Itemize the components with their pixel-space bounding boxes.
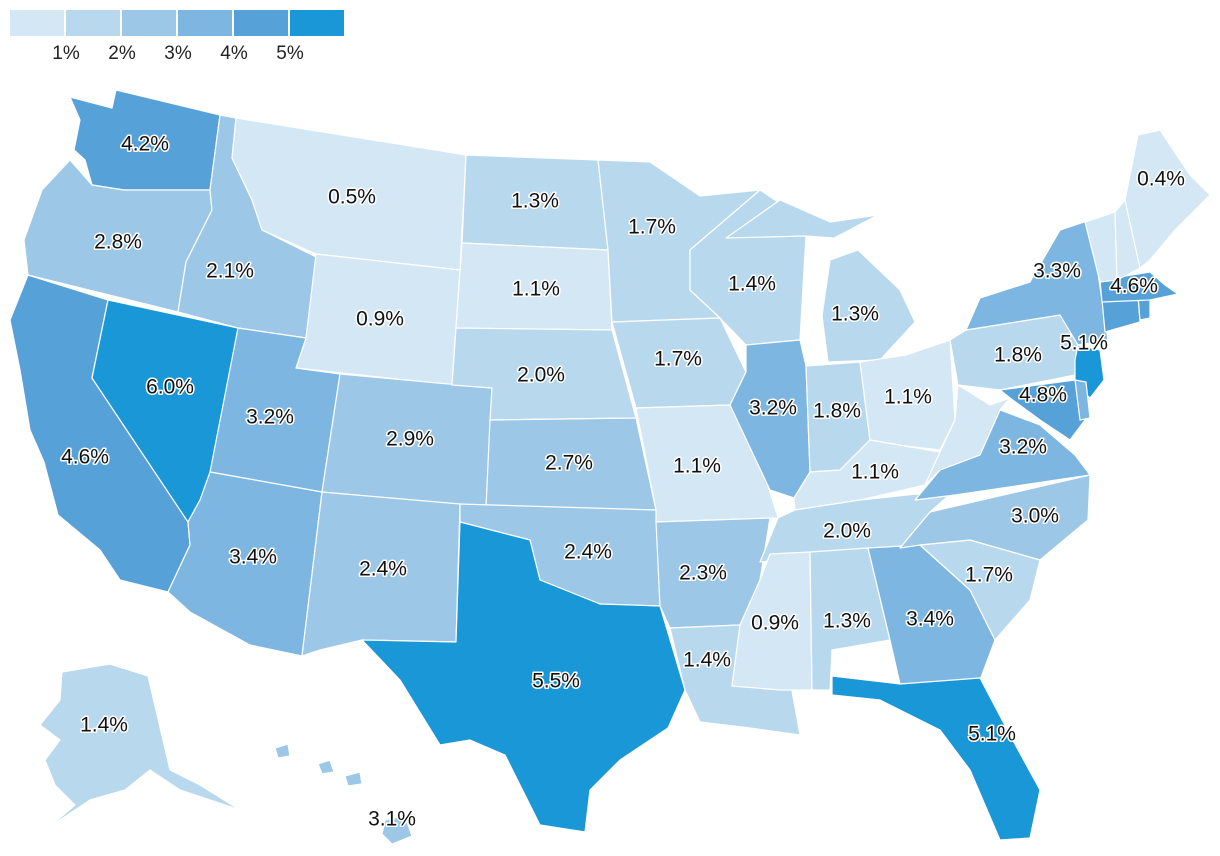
- state-TX: [361, 521, 686, 833]
- states-layer: [9, 89, 1211, 845]
- legend-bin-4: [234, 10, 288, 36]
- label-MD: 4.8%: [1019, 384, 1067, 407]
- label-PA: 1.8%: [994, 344, 1042, 367]
- label-OK: 2.4%: [564, 541, 612, 564]
- label-IA: 1.7%: [654, 348, 702, 371]
- label-MT: 0.5%: [328, 186, 376, 209]
- label-ND: 1.3%: [511, 190, 559, 213]
- label-AL: 1.3%: [823, 610, 871, 633]
- label-ME: 0.4%: [1137, 168, 1185, 191]
- legend: 1% 2% 3% 4% 5%: [10, 10, 344, 64]
- label-SD: 1.1%: [512, 278, 560, 301]
- label-NV: 6.0%: [146, 376, 194, 399]
- state-AK: [39, 663, 241, 836]
- label-UT: 3.2%: [246, 406, 294, 429]
- state-MI: [725, 199, 916, 363]
- state-ME: [1124, 129, 1211, 269]
- state-NC: [899, 474, 1091, 561]
- label-OH: 1.1%: [884, 386, 932, 409]
- state-WV: [924, 384, 1011, 486]
- label-NY: 3.3%: [1033, 260, 1081, 283]
- label-NJ: 5.1%: [1060, 332, 1108, 355]
- label-VA: 3.2%: [999, 436, 1047, 459]
- label-MS: 0.9%: [751, 612, 799, 635]
- label-NE: 2.0%: [517, 364, 565, 387]
- legend-tick-2: 2%: [108, 43, 136, 64]
- label-AZ: 3.4%: [229, 546, 277, 569]
- legend-bin-3: [178, 10, 232, 36]
- label-OR: 2.8%: [94, 231, 142, 254]
- label-HI: 3.1%: [368, 808, 416, 831]
- label-KS: 2.7%: [545, 452, 593, 475]
- label-AR: 2.3%: [679, 562, 727, 585]
- label-SC: 1.7%: [965, 564, 1013, 587]
- label-KY: 1.1%: [851, 461, 899, 484]
- label-LA: 1.4%: [683, 649, 731, 672]
- label-TN: 2.0%: [823, 520, 871, 543]
- legend-tick-4: 4%: [220, 43, 248, 64]
- legend-bin-2: [122, 10, 176, 36]
- label-AK: 1.4%: [80, 714, 128, 737]
- label-MO: 1.1%: [673, 455, 721, 478]
- label-NM: 2.4%: [359, 558, 407, 581]
- labels-layer: 4.2% 2.8% 4.6% 6.0% 2.1% 0.5% 0.9% 3.2% …: [60, 131, 1187, 832]
- state-DE: [1074, 379, 1091, 421]
- label-WY: 0.9%: [356, 308, 404, 331]
- label-TX: 5.5%: [532, 670, 580, 693]
- label-FL: 5.1%: [968, 723, 1016, 746]
- label-ID: 2.1%: [206, 260, 254, 283]
- legend-bin-1: [66, 10, 120, 36]
- label-MI: 1.3%: [831, 303, 879, 326]
- state-FL: [831, 675, 1041, 841]
- state-HI: [274, 743, 413, 845]
- label-MN: 1.7%: [628, 216, 676, 239]
- legend-bin-5: [290, 10, 344, 36]
- label-NC: 3.0%: [1011, 505, 1059, 528]
- label-IL: 3.2%: [749, 397, 797, 420]
- state-MA: [1099, 271, 1179, 303]
- legend-tick-3: 3%: [164, 43, 192, 64]
- label-WA: 4.2%: [121, 133, 169, 156]
- legend-tick-1: 1%: [52, 43, 80, 64]
- label-GA: 3.4%: [906, 608, 954, 631]
- label-MA: 4.6%: [1110, 275, 1158, 298]
- label-CA: 4.6%: [61, 446, 109, 469]
- label-IN: 1.8%: [813, 400, 861, 423]
- label-CO: 2.9%: [386, 428, 434, 451]
- label-WI: 1.4%: [728, 273, 776, 296]
- legend-bin-0: [10, 10, 64, 36]
- state-WY: [295, 253, 461, 386]
- legend-tick-5: 5%: [276, 43, 304, 64]
